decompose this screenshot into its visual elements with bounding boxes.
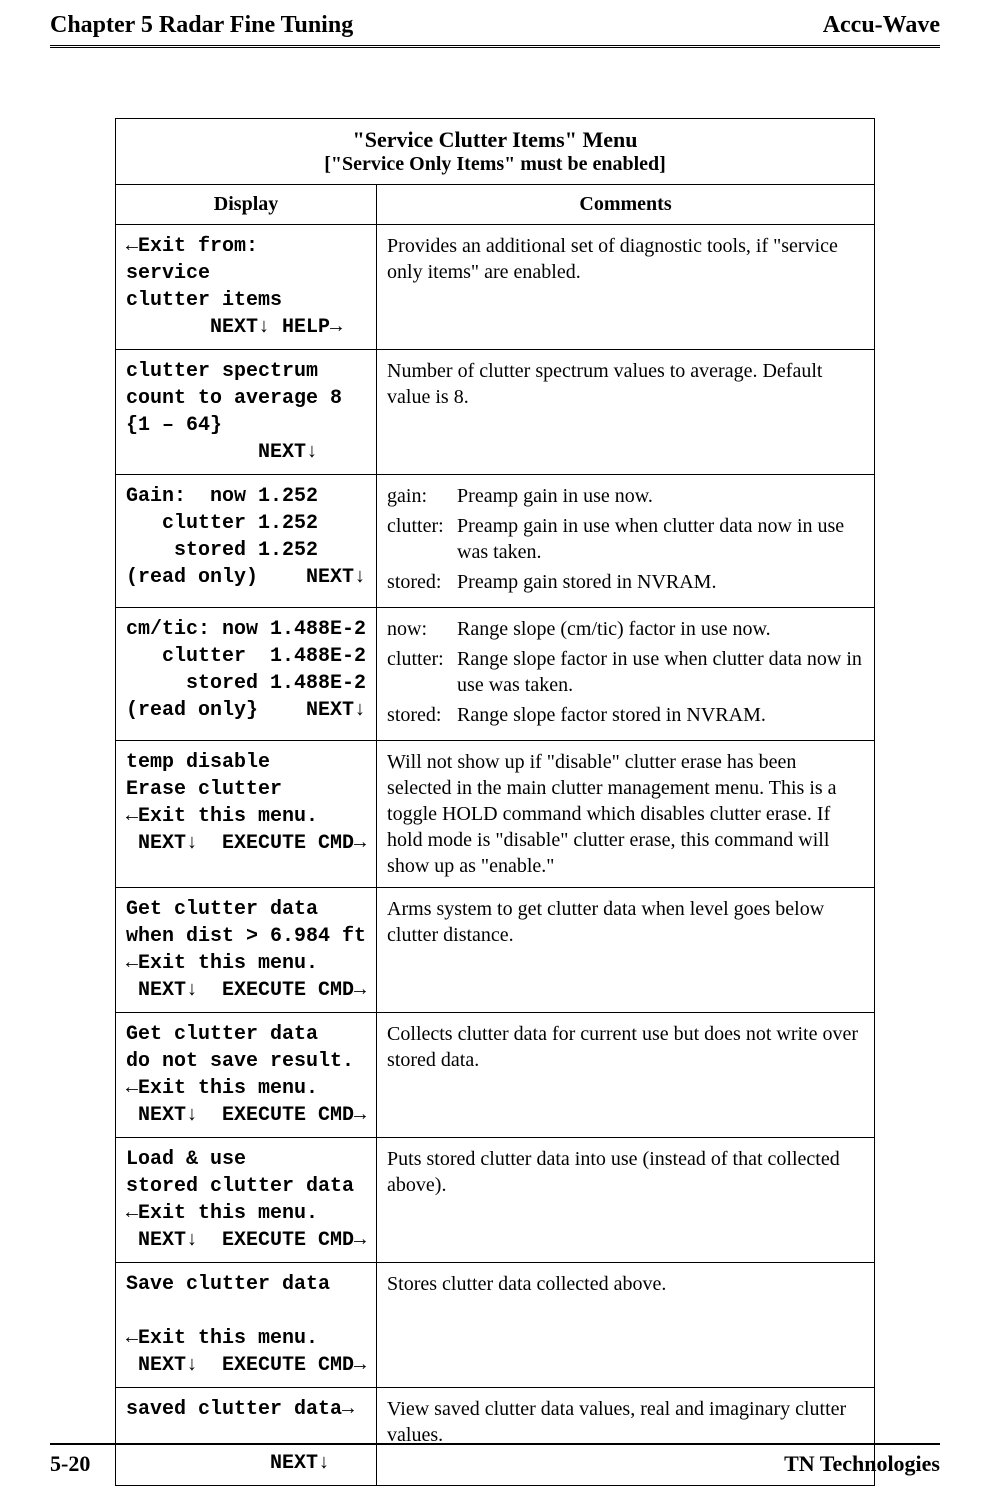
title-sub: ["Service Only Items" must be enabled] bbox=[126, 153, 864, 176]
header-left: Chapter 5 Radar Fine Tuning bbox=[50, 12, 353, 39]
definition-row: stored:Range slope factor stored in NVRA… bbox=[387, 702, 864, 728]
display-cell: Get clutter data do not save result. ←Ex… bbox=[116, 1013, 377, 1138]
table-row: Load & use stored clutter data ←Exit thi… bbox=[116, 1138, 875, 1263]
table-row: cm/tic: now 1.488E-2 clutter 1.488E-2 st… bbox=[116, 608, 875, 741]
comments-cell: Will not show up if "disable" clutter er… bbox=[377, 741, 875, 888]
title-main: "Service Clutter Items" Menu bbox=[126, 127, 864, 153]
table-row: temp disable Erase clutter ←Exit this me… bbox=[116, 741, 875, 888]
comments-cell: Arms system to get clutter data when lev… bbox=[377, 888, 875, 1013]
footer-right: TN Technologies bbox=[784, 1451, 940, 1477]
table-row: Get clutter data when dist > 6.984 ft ←E… bbox=[116, 888, 875, 1013]
table-row: Gain: now 1.252 clutter 1.252 stored 1.2… bbox=[116, 475, 875, 608]
definition-term: now: bbox=[387, 616, 457, 642]
display-cell: Save clutter data ←Exit this menu. NEXT↓… bbox=[116, 1263, 377, 1388]
definition-desc: Preamp gain in use when clutter data now… bbox=[457, 513, 864, 565]
comments-cell: Puts stored clutter data into use (inste… bbox=[377, 1138, 875, 1263]
comments-cell: Collects clutter data for current use bu… bbox=[377, 1013, 875, 1138]
table-row: Save clutter data ←Exit this menu. NEXT↓… bbox=[116, 1263, 875, 1388]
comments-cell: Stores clutter data collected above. bbox=[377, 1263, 875, 1388]
display-cell: Load & use stored clutter data ←Exit thi… bbox=[116, 1138, 377, 1263]
comments-cell: Provides an additional set of diagnostic… bbox=[377, 225, 875, 350]
display-cell: clutter spectrum count to average 8 {1 –… bbox=[116, 350, 377, 475]
col-header-comments: Comments bbox=[377, 185, 875, 225]
definition-term: clutter: bbox=[387, 646, 457, 698]
definition-term: gain: bbox=[387, 483, 457, 509]
table-row: Get clutter data do not save result. ←Ex… bbox=[116, 1013, 875, 1138]
display-cell: Get clutter data when dist > 6.984 ft ←E… bbox=[116, 888, 377, 1013]
page-container: Chapter 5 Radar Fine Tuning Accu-Wave "S… bbox=[0, 0, 990, 1495]
definition-term: stored: bbox=[387, 569, 457, 595]
definition-desc: Range slope (cm/tic) factor in use now. bbox=[457, 616, 864, 642]
title-cell: "Service Clutter Items" Menu ["Service O… bbox=[116, 119, 875, 185]
definition-desc: Range slope factor stored in NVRAM. bbox=[457, 702, 864, 728]
column-header-row: Display Comments bbox=[116, 185, 875, 225]
page-footer: 5-20 TN Technologies bbox=[50, 1443, 940, 1477]
definition-desc: Preamp gain stored in NVRAM. bbox=[457, 569, 864, 595]
definition-term: clutter: bbox=[387, 513, 457, 565]
table-row: clutter spectrum count to average 8 {1 –… bbox=[116, 350, 875, 475]
header-right: Accu-Wave bbox=[823, 12, 940, 39]
comments-cell: gain:Preamp gain in use now.clutter:Prea… bbox=[377, 475, 875, 608]
comments-cell: Number of clutter spectrum values to ave… bbox=[377, 350, 875, 475]
display-cell: cm/tic: now 1.488E-2 clutter 1.488E-2 st… bbox=[116, 608, 377, 741]
display-cell: temp disable Erase clutter ←Exit this me… bbox=[116, 741, 377, 888]
definition-row: stored:Preamp gain stored in NVRAM. bbox=[387, 569, 864, 595]
table-row: ←Exit from: service clutter items NEXT↓ … bbox=[116, 225, 875, 350]
definition-desc: Preamp gain in use now. bbox=[457, 483, 864, 509]
comments-cell: now:Range slope (cm/tic) factor in use n… bbox=[377, 608, 875, 741]
page-header: Chapter 5 Radar Fine Tuning Accu-Wave bbox=[50, 12, 940, 48]
definition-row: gain:Preamp gain in use now. bbox=[387, 483, 864, 509]
definition-desc: Range slope factor in use when clutter d… bbox=[457, 646, 864, 698]
definition-term: stored: bbox=[387, 702, 457, 728]
display-cell: ←Exit from: service clutter items NEXT↓ … bbox=[116, 225, 377, 350]
title-row: "Service Clutter Items" Menu ["Service O… bbox=[116, 119, 875, 185]
definition-row: clutter:Preamp gain in use when clutter … bbox=[387, 513, 864, 565]
display-cell: Gain: now 1.252 clutter 1.252 stored 1.2… bbox=[116, 475, 377, 608]
definition-row: now:Range slope (cm/tic) factor in use n… bbox=[387, 616, 864, 642]
col-header-display: Display bbox=[116, 185, 377, 225]
footer-left: 5-20 bbox=[50, 1451, 90, 1477]
service-clutter-table: "Service Clutter Items" Menu ["Service O… bbox=[115, 118, 875, 1486]
definition-row: clutter:Range slope factor in use when c… bbox=[387, 646, 864, 698]
table-body: ←Exit from: service clutter items NEXT↓ … bbox=[116, 225, 875, 1486]
